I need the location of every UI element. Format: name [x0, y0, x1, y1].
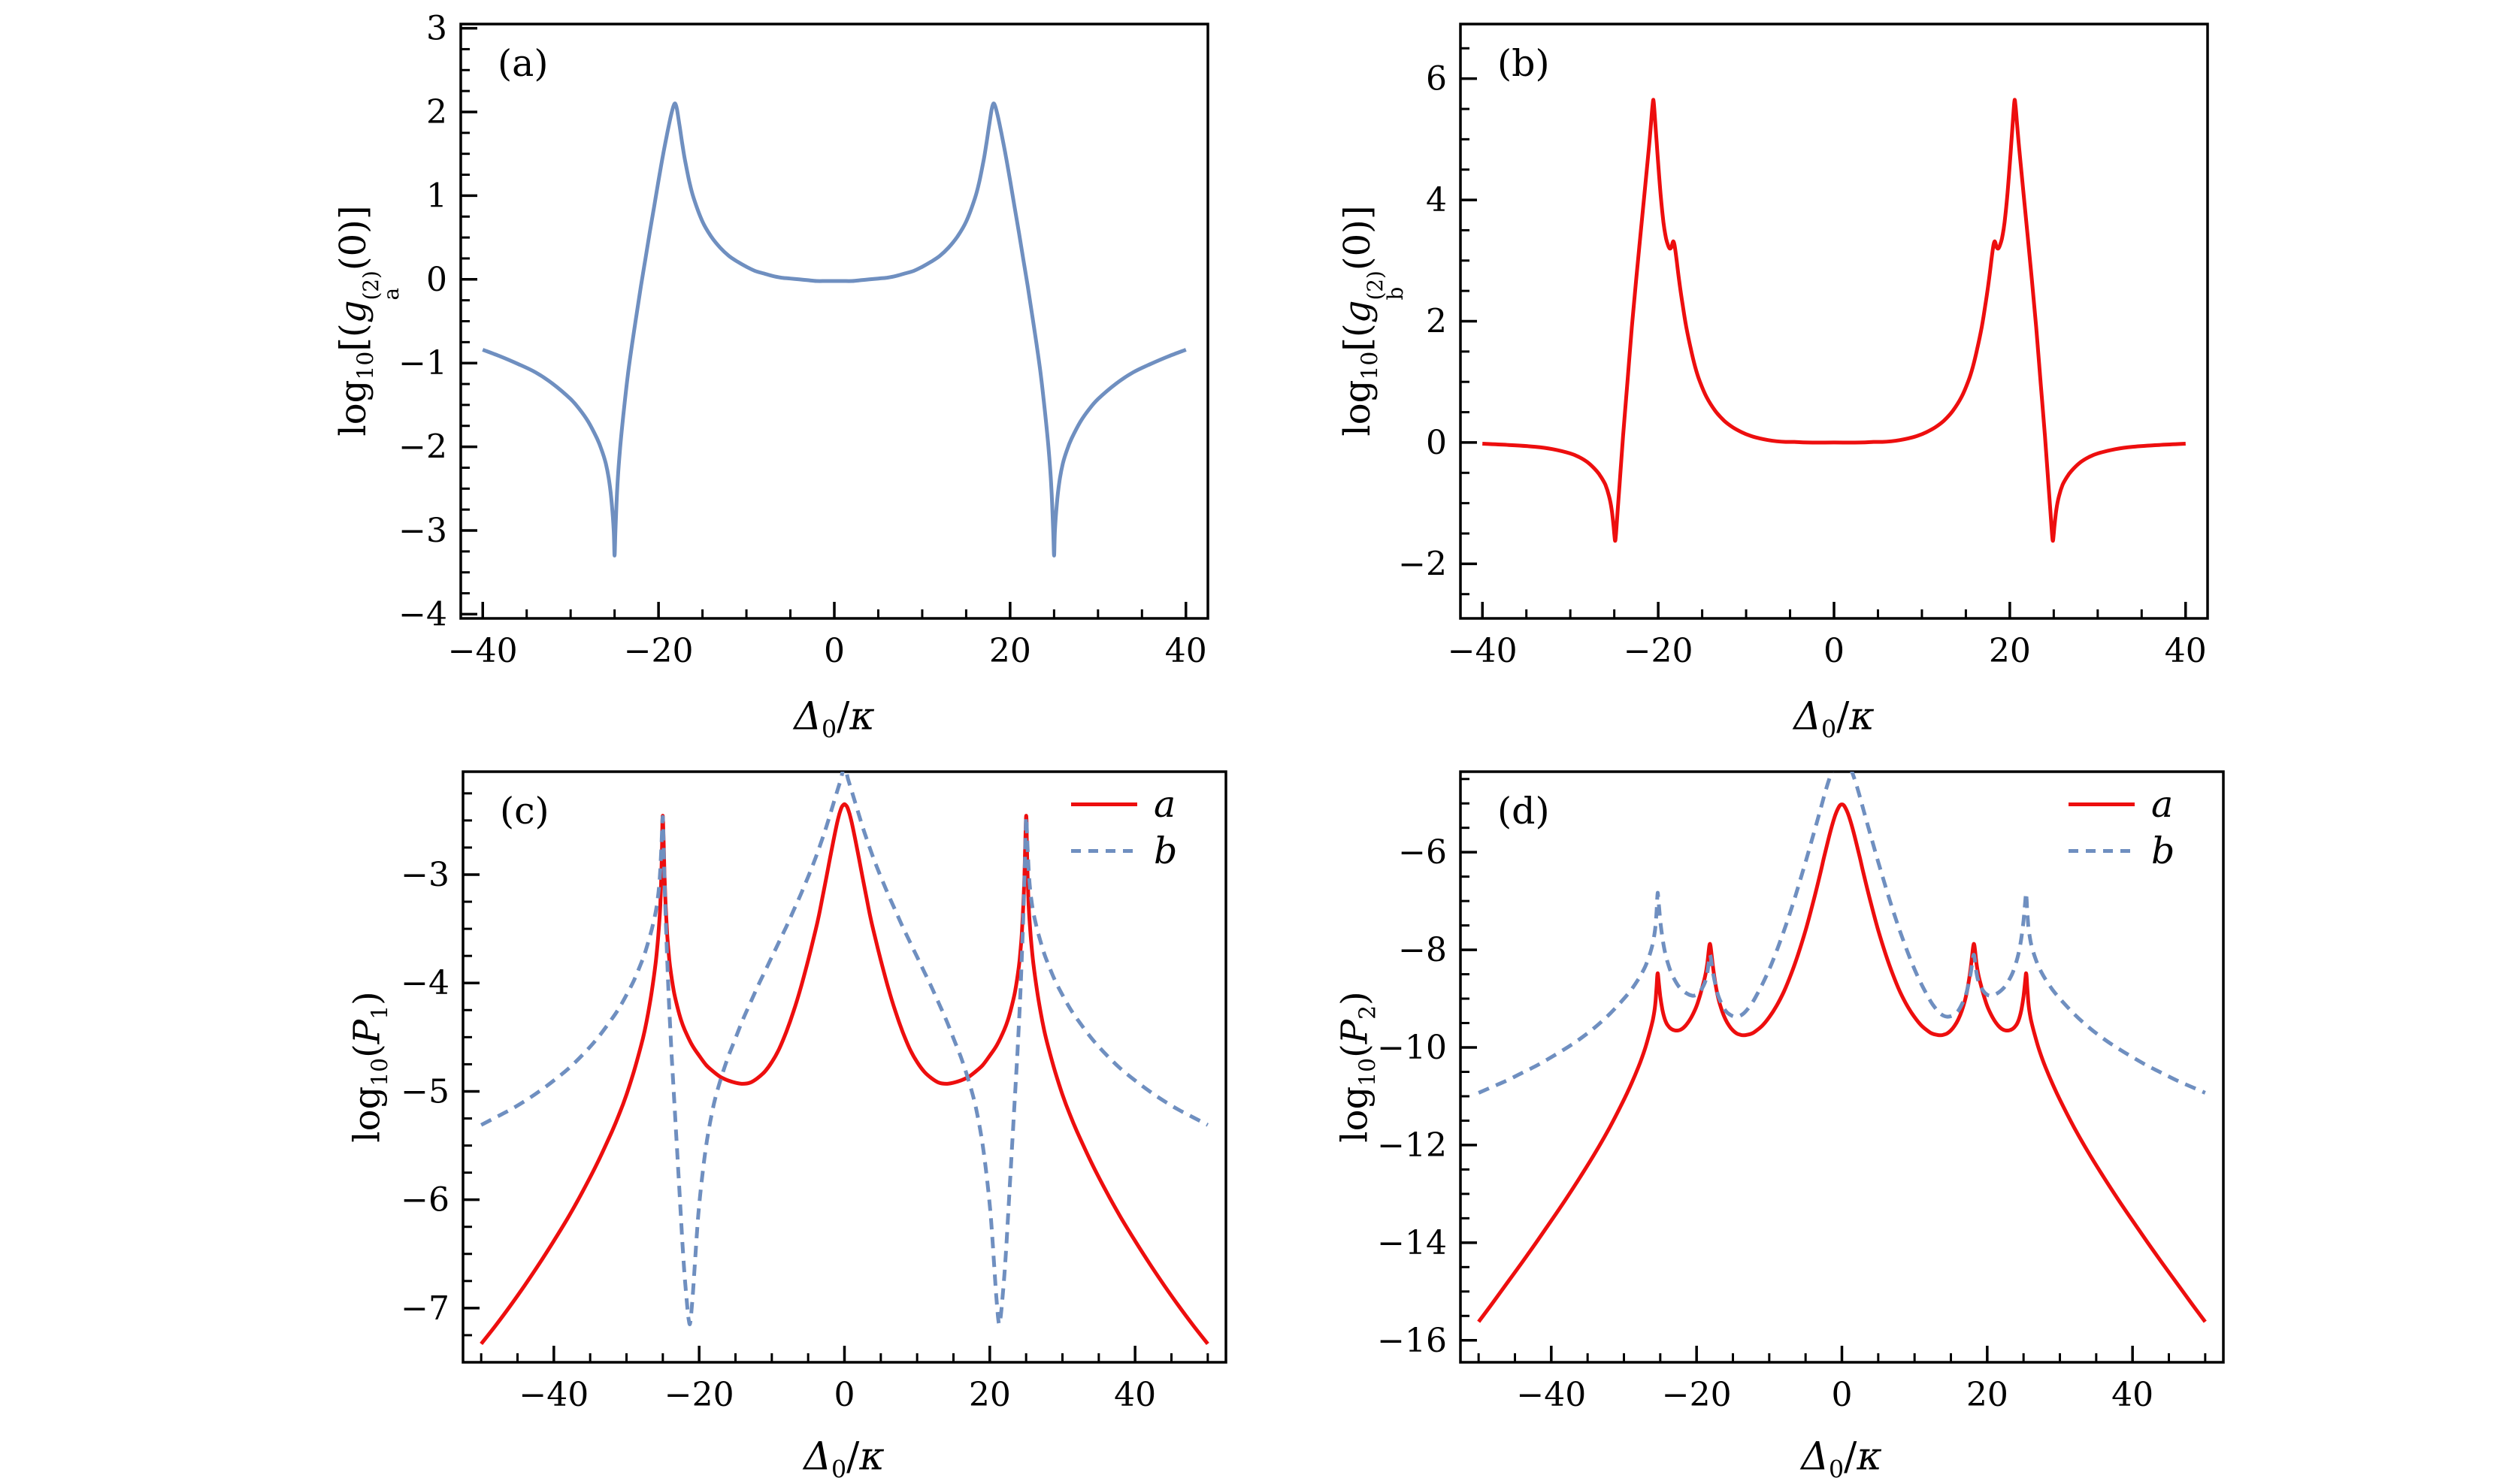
panel-c: −40 −20 0 20 40 −7 −6 −5 −4 −3	[401, 770, 1227, 1414]
y-tick-label: 0	[426, 261, 447, 299]
x-tick-label: 0	[1832, 1376, 1853, 1414]
panel-b-letter: (b)	[1497, 42, 1550, 85]
x-tick-label: 20	[989, 632, 1031, 670]
x-tick-label: −20	[624, 632, 694, 670]
x-tick-label: −20	[1662, 1376, 1732, 1414]
y-tick-label: −14	[1377, 1224, 1447, 1262]
x-tick-label: −40	[519, 1376, 589, 1414]
y-tick-label: −1	[398, 344, 447, 382]
y-tick-label: −5	[401, 1072, 449, 1111]
x-tick-label: −20	[664, 1376, 734, 1414]
x-tick-label: 0	[824, 632, 845, 670]
legend-item-b: b	[2069, 829, 2175, 872]
panel-d-legend: a b	[2069, 782, 2175, 872]
x-tick-label: 0	[834, 1376, 855, 1414]
y-tick-label: 4	[1426, 181, 1447, 219]
panel-d-letter: (d)	[1497, 790, 1550, 833]
panel-a-yaxis-label: log10[(g (2) a (0)]	[331, 205, 404, 437]
y-tick-label: 3	[426, 10, 447, 48]
panel-b-curve-g2b	[1482, 98, 2186, 543]
y-tick-label: −3	[398, 512, 447, 550]
y-tick-label: −16	[1377, 1322, 1447, 1360]
panel-c-legend: a b	[1071, 782, 1178, 872]
legend-item-a: a	[2069, 782, 2175, 826]
legend-label: b	[1154, 829, 1178, 872]
y-tick-label: −4	[398, 595, 447, 633]
y-tick-label: −2	[398, 428, 447, 467]
legend-line-dashed-blue	[2069, 848, 2135, 853]
y-tick-label: −3	[401, 856, 449, 894]
legend-label: a	[2151, 782, 2174, 826]
y-tick-label: −10	[1377, 1029, 1447, 1067]
x-tick-label: 40	[2165, 632, 2207, 670]
x-tick-label: 20	[1966, 1376, 2008, 1414]
x-tick-label: 40	[2111, 1376, 2153, 1414]
y-tick-label: −6	[1398, 833, 1447, 872]
y-tick-label: −6	[401, 1181, 449, 1220]
y-tick-label: 1	[426, 177, 447, 215]
panel-a-xaxis-label: Δ0/κ	[794, 694, 875, 744]
y-tick-label: 2	[426, 93, 447, 131]
panel-b-xaxis-label: Δ0/κ	[1793, 694, 1875, 744]
x-tick-label: −40	[448, 632, 518, 670]
panel-d-curve-P2a	[1477, 802, 2207, 1323]
x-tick-label: 0	[1823, 632, 1845, 670]
x-tick-label: 40	[1114, 1376, 1156, 1414]
panel-d-xaxis-label: Δ0/κ	[1801, 1434, 1882, 1484]
panel-b-yaxis-label: log10[(g (2) b (0)]	[1336, 205, 1408, 437]
y-tick-label: −7	[401, 1289, 449, 1328]
panel-d-curve-P2b	[1478, 772, 2206, 1095]
legend-item-b: b	[1071, 829, 1178, 872]
x-tick-label: −40	[1448, 632, 1518, 670]
panel-d: −40 −20 0 20 40 −16 −14 −12 −10 −8 −6	[1377, 770, 2225, 1414]
panel-a-frame	[459, 23, 1209, 620]
legend-label: b	[2151, 829, 2175, 872]
legend-line-dashed-blue	[1071, 848, 1137, 853]
x-tick-label: −20	[1624, 632, 1693, 670]
panel-b-frame	[1459, 23, 2209, 620]
panel-d-yaxis-label: log10(P2)	[1333, 991, 1382, 1143]
x-tick-label: 20	[1989, 632, 2031, 670]
panel-c-curve-P1b	[480, 772, 1209, 1326]
y-tick-label: −8	[1398, 931, 1447, 969]
y-tick-label: 2	[1426, 303, 1447, 341]
legend-item-a: a	[1071, 782, 1177, 826]
legend-line-solid-red	[2069, 802, 2135, 806]
legend-label: a	[1154, 782, 1176, 826]
panel-a-letter: (a)	[498, 42, 549, 85]
y-tick-label: 6	[1426, 60, 1447, 98]
x-tick-label: 40	[1165, 632, 1207, 670]
panel-d-frame	[1459, 770, 2225, 1364]
panel-c-xaxis-label: Δ0/κ	[804, 1434, 885, 1484]
y-tick-label: −4	[401, 964, 449, 1002]
y-tick-label: −12	[1377, 1126, 1447, 1165]
panel-c-letter: (c)	[500, 790, 549, 833]
y-tick-label: −2	[1398, 545, 1447, 583]
panel-c-curve-P1a	[480, 802, 1209, 1346]
panel-a: −40 −20 0 20 40 −4 −3 −2 −1 0 1 2 3	[398, 10, 1209, 670]
panel-c-yaxis-label: log10(P1)	[346, 991, 394, 1143]
x-tick-label: 20	[969, 1376, 1011, 1414]
y-tick-label: 0	[1426, 424, 1447, 462]
x-tick-label: −40	[1516, 1376, 1586, 1414]
panel-a-curve-g2a	[482, 101, 1187, 558]
legend-line-solid-red	[1071, 802, 1137, 806]
